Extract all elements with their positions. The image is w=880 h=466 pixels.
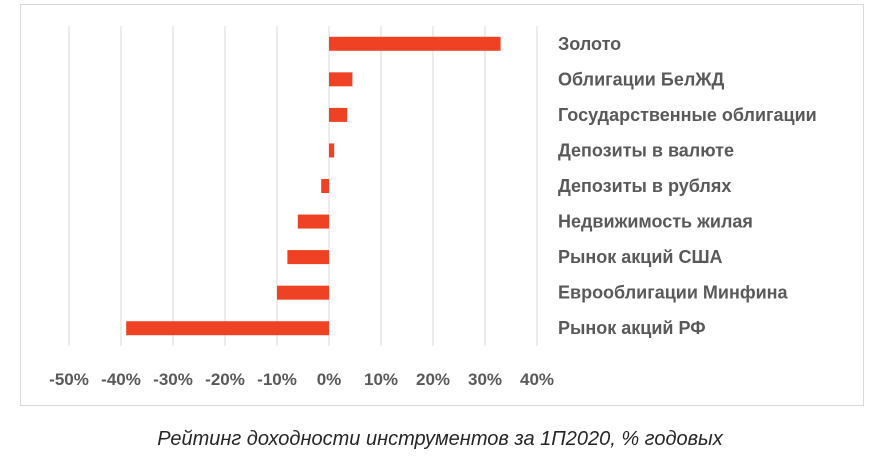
bar-chart: Золото Облигации БелЖД Государственные обл… — [49, 26, 817, 389]
category-label: Облигации БелЖД — [558, 69, 725, 89]
tick-label: -20% — [205, 370, 245, 389]
bar — [126, 321, 329, 336]
tick-label: 20% — [416, 370, 450, 389]
category-label: Рынок акций США — [558, 247, 723, 267]
category-label: Государственные облигации — [558, 105, 817, 125]
tick-label: -10% — [257, 370, 297, 389]
category-label: Рынок акций РФ — [558, 318, 706, 338]
tick-label: -30% — [153, 370, 193, 389]
chart-area — [20, 4, 864, 406]
bar — [329, 72, 353, 87]
tick-label: 30% — [468, 370, 502, 389]
tick-label: -50% — [49, 370, 89, 389]
category-label: Депозиты в валюте — [558, 140, 734, 160]
tick-label: 40% — [520, 370, 554, 389]
bar — [329, 107, 348, 122]
bar — [329, 143, 335, 158]
tick-label: -40% — [101, 370, 141, 389]
bar — [277, 285, 329, 300]
chart-caption: Рейтинг доходности инструментов за 1П202… — [157, 428, 723, 450]
tick-label: 0% — [317, 370, 342, 389]
category-label: Недвижимость жилая — [558, 212, 753, 232]
bar — [329, 36, 501, 51]
category-label: Еврооблигации Минфина — [558, 283, 789, 303]
category-label: Золото — [558, 34, 621, 54]
bar — [287, 250, 329, 265]
category-label: Депозиты в рублях — [558, 176, 731, 196]
bar — [321, 179, 329, 193]
tick-label: 10% — [364, 370, 398, 389]
bar — [297, 214, 329, 229]
